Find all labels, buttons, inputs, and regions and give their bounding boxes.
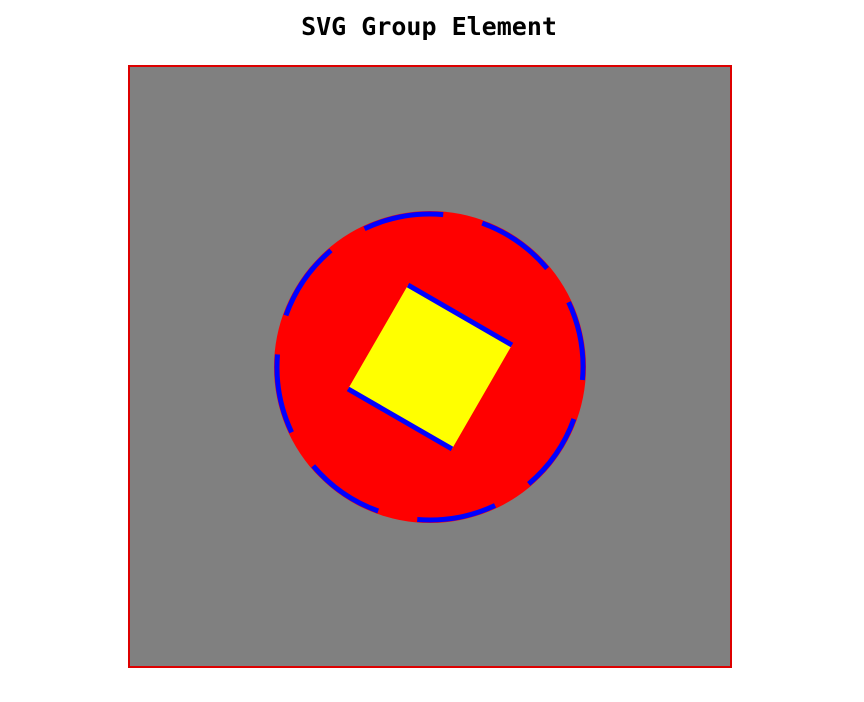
dashed-circle-outline — [274, 211, 586, 523]
svg-group — [274, 211, 586, 523]
yellow-square — [348, 285, 512, 449]
svg-canvas — [128, 65, 732, 668]
square-top-edge — [406, 282, 514, 348]
square-bottom-edge — [346, 386, 454, 452]
page-title: SVG Group Element — [301, 12, 557, 41]
rotated-square-group — [346, 282, 514, 452]
svg-scene — [128, 65, 732, 668]
